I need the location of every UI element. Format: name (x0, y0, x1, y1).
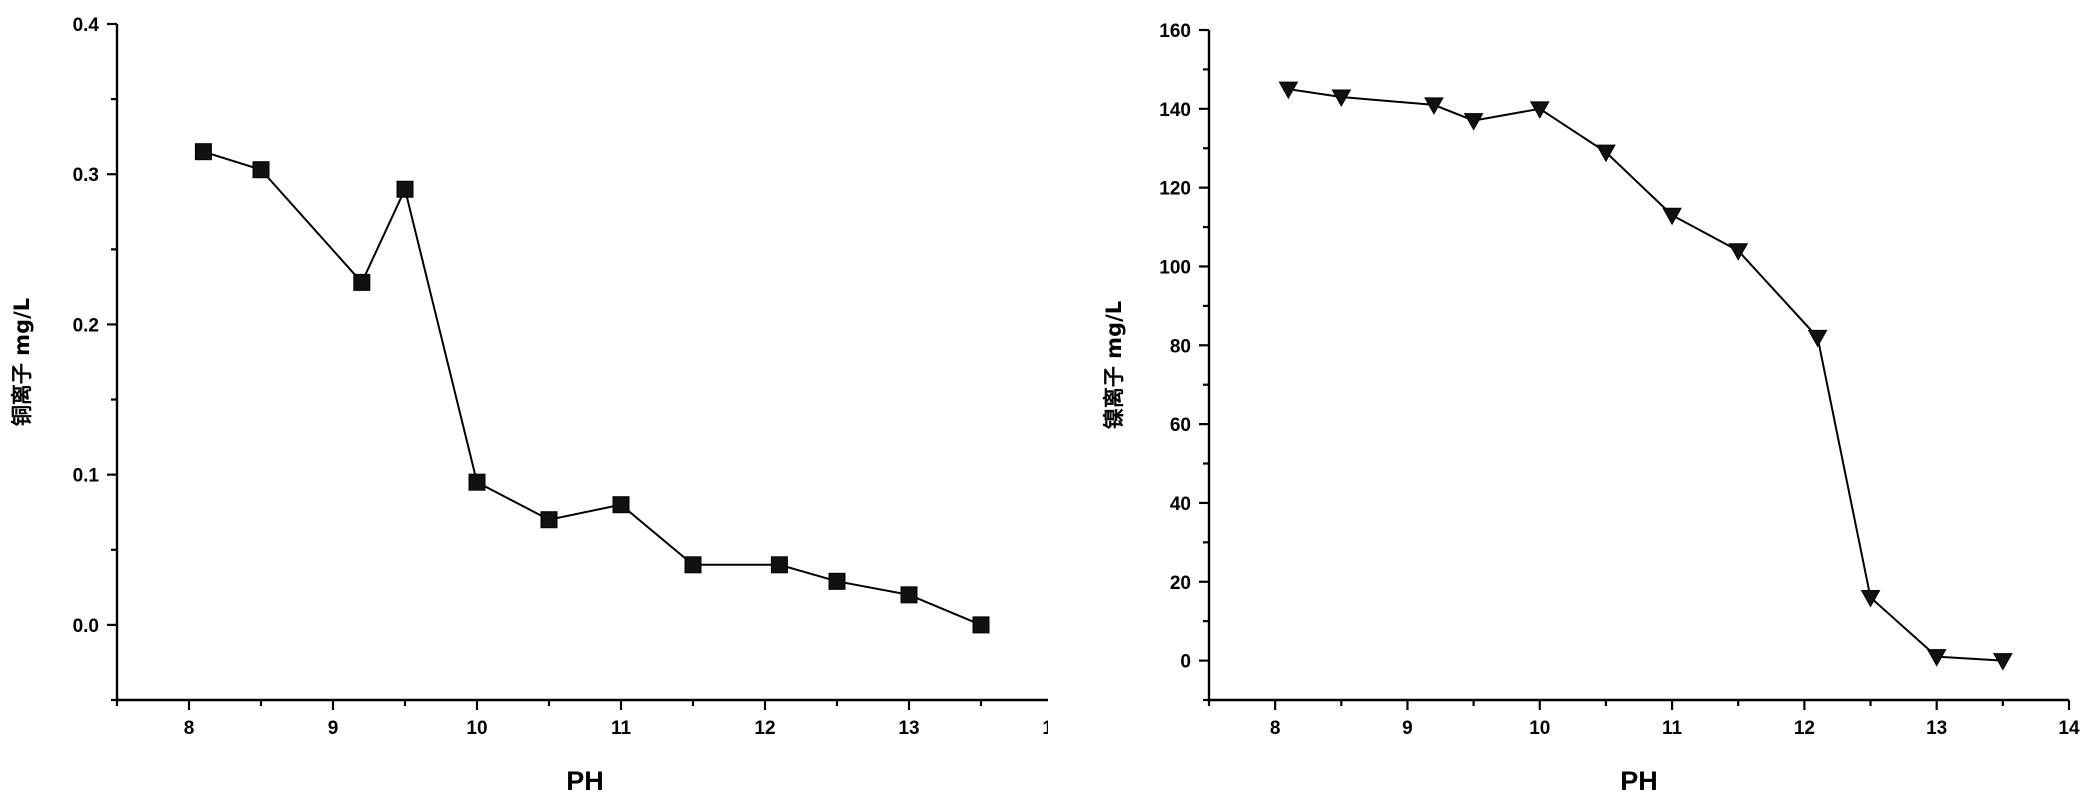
x-tick-label: 9 (1402, 718, 1413, 739)
data-point (194, 143, 212, 161)
series-line (1288, 88, 2003, 662)
data-point (900, 586, 918, 604)
x-tick-label: 12 (1794, 718, 1815, 739)
y-tick-label: 0.2 (73, 315, 99, 336)
data-point (684, 556, 702, 574)
data-point (1926, 649, 1947, 667)
data-point (396, 180, 414, 198)
data-point (1596, 144, 1616, 163)
y-axis-label: 镍离子 mg/L (1102, 301, 1126, 429)
x-tick-label: 8 (1270, 718, 1281, 739)
data-point (1992, 653, 2013, 671)
data-point (972, 616, 990, 634)
data-point (1424, 97, 1444, 115)
data-point (1728, 243, 1749, 261)
data-point (353, 273, 371, 291)
x-axis-label: PH (566, 766, 604, 796)
y-tick-label: 0.0 (73, 616, 99, 637)
y-tick-label: 120 (1159, 179, 1191, 200)
y-tick-label: 20 (1170, 573, 1191, 594)
data-point (1807, 329, 1828, 348)
x-tick-label: 13 (898, 718, 919, 739)
copper-ion-chart: 8 9 10 11 12 13 14 0.0 0.1 0.2 0.3 0.4 PH 铜离子 mg/L (10, 15, 1048, 796)
y-tick-label: 100 (1159, 257, 1191, 278)
y-tick-label: 80 (1170, 336, 1191, 357)
x-tick-label: 10 (466, 718, 487, 739)
series-line (203, 150, 982, 626)
data-point (828, 572, 846, 590)
data-point (1662, 207, 1682, 226)
data-point (612, 496, 630, 514)
data-point (468, 473, 486, 491)
data-point (1860, 590, 1881, 608)
x-tick-label: 13 (1926, 718, 1947, 739)
x-tick-label: 8 (184, 718, 195, 739)
data-point (252, 161, 270, 179)
y-axis-label: 铜离子 mg/L (10, 298, 34, 426)
x-tick-label: 14 (1042, 718, 1048, 739)
x-tick-label: 12 (754, 718, 775, 739)
y-tick-label: 140 (1159, 100, 1191, 121)
data-point (770, 556, 788, 574)
y-tick-label: 0.1 (73, 466, 100, 487)
x-tick-label: 14 (2058, 718, 2080, 739)
y-tick-label: 40 (1170, 494, 1191, 515)
x-tick-label: 11 (1662, 718, 1683, 739)
y-tick-label: 60 (1170, 415, 1191, 436)
data-point (540, 511, 558, 529)
y-tick-label: 160 (1159, 21, 1191, 42)
data-point (1529, 101, 1550, 119)
data-point (1278, 81, 1299, 100)
y-tick-label: 0.3 (73, 165, 99, 186)
y-tick-label: 0.4 (73, 15, 100, 36)
y-tick-label: 0 (1180, 652, 1191, 673)
x-axis-label: PH (1620, 766, 1658, 796)
x-tick-label: 10 (1529, 718, 1550, 739)
x-tick-label: 9 (328, 718, 339, 739)
x-tick-label: 11 (611, 718, 632, 739)
data-point (1331, 89, 1352, 108)
data-point (1463, 113, 1484, 131)
